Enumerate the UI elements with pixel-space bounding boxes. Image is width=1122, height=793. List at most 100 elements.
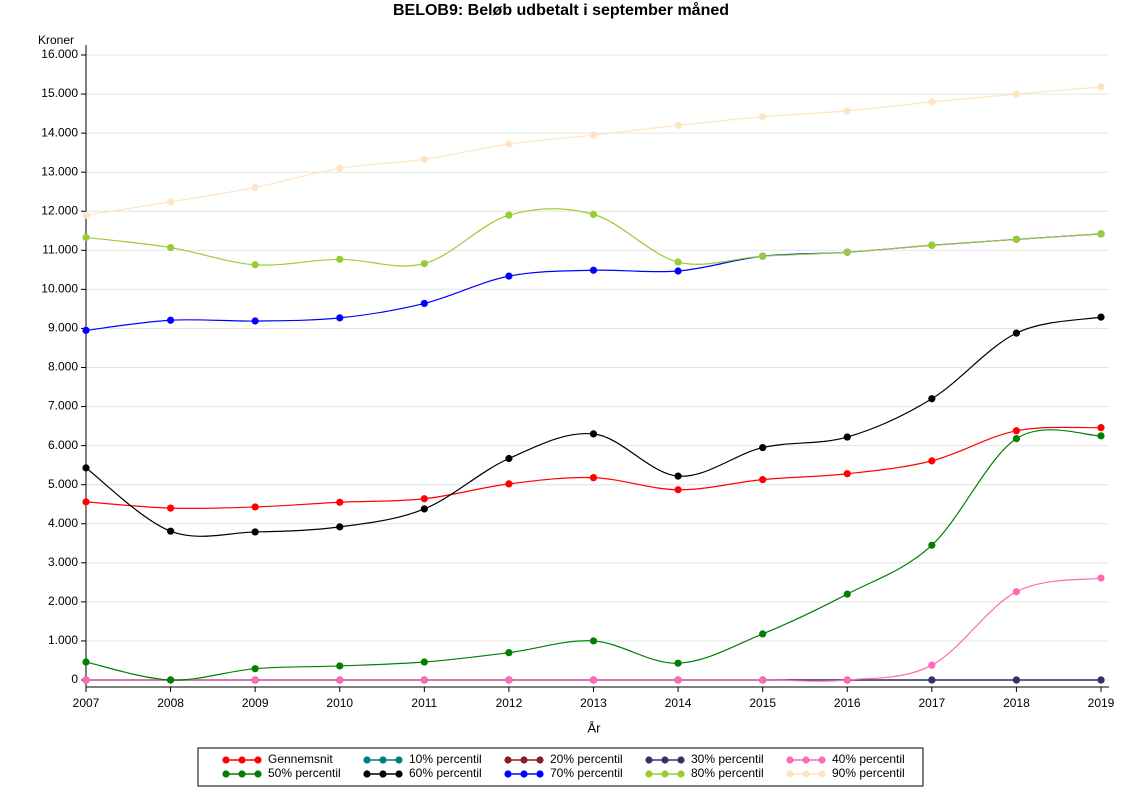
x-tick-label: 2015 xyxy=(749,696,776,710)
data-point xyxy=(674,676,682,684)
x-tick-label: 2011 xyxy=(411,696,437,710)
data-point xyxy=(82,464,90,472)
data-point xyxy=(82,658,90,666)
data-point xyxy=(505,211,513,219)
data-point xyxy=(336,314,344,322)
data-point xyxy=(759,676,767,684)
legend-label: Gennemsnit xyxy=(268,752,333,766)
data-point xyxy=(420,259,428,268)
data-point xyxy=(1012,427,1021,435)
data-point xyxy=(1012,434,1021,443)
legend-marker xyxy=(254,756,262,764)
x-axis-label: År xyxy=(588,720,602,735)
data-point xyxy=(589,474,598,482)
data-point xyxy=(505,272,513,280)
data-point xyxy=(1097,424,1105,432)
legend-marker xyxy=(222,770,230,778)
data-point xyxy=(336,676,344,684)
legend-label: 70% percentil xyxy=(550,766,623,780)
y-tick-label: 8.000 xyxy=(48,360,78,374)
data-point xyxy=(505,649,513,657)
data-point xyxy=(82,233,90,242)
y-tick-label: 15.000 xyxy=(41,86,78,100)
data-point xyxy=(589,210,598,218)
legend-label: 50% percentil xyxy=(268,766,341,780)
data-point xyxy=(166,676,175,684)
data-point xyxy=(674,659,682,667)
legend-marker xyxy=(379,770,387,778)
y-tick-label: 2.000 xyxy=(48,594,78,608)
data-point xyxy=(843,590,851,598)
y-tick-label: 4.000 xyxy=(48,516,78,530)
legend-marker xyxy=(222,756,230,764)
legend-marker xyxy=(786,756,794,764)
data-point xyxy=(505,480,513,488)
legend-box xyxy=(197,747,924,787)
data-point xyxy=(336,523,344,531)
data-point xyxy=(1097,676,1105,684)
data-point xyxy=(420,495,428,503)
data-point xyxy=(674,472,682,480)
data-point xyxy=(251,317,259,325)
series-line xyxy=(85,316,1102,537)
y-tick-label: 9.000 xyxy=(48,321,78,335)
series-line xyxy=(85,233,1102,331)
data-point xyxy=(1012,329,1021,337)
data-point xyxy=(1097,230,1105,238)
x-tick-label: 2012 xyxy=(496,696,523,710)
data-point xyxy=(251,528,259,536)
data-point xyxy=(82,498,90,506)
data-point xyxy=(928,395,936,403)
legend-marker xyxy=(254,770,262,778)
y-tick-label: 0 xyxy=(71,672,78,686)
data-point xyxy=(251,503,259,511)
legend-label: 60% percentil xyxy=(409,766,482,780)
legend-marker xyxy=(661,770,669,778)
data-point xyxy=(166,198,175,206)
data-point xyxy=(336,164,344,172)
data-point xyxy=(928,541,936,549)
legend-marker xyxy=(363,770,371,778)
data-point xyxy=(674,267,682,275)
legend-marker xyxy=(238,770,246,778)
data-point xyxy=(928,661,936,669)
legend-marker xyxy=(536,770,544,778)
legend-marker xyxy=(363,756,371,764)
y-tick-label: 3.000 xyxy=(48,555,78,569)
data-point xyxy=(420,505,428,513)
data-point xyxy=(251,665,259,673)
legend-marker xyxy=(645,770,653,778)
legend-label: 40% percentil xyxy=(832,752,905,766)
y-tick-label: 13.000 xyxy=(41,164,78,178)
data-point xyxy=(420,658,428,666)
y-tick-label: 16.000 xyxy=(41,47,78,61)
data-point xyxy=(843,470,851,478)
x-tick-label: 2019 xyxy=(1088,696,1115,710)
legend-marker xyxy=(786,770,794,778)
data-point xyxy=(166,527,175,535)
data-point xyxy=(589,266,598,274)
y-tick-label: 5.000 xyxy=(48,477,78,491)
data-point xyxy=(759,252,767,260)
chart-title: BELOB9: Beløb udbetalt i september måned xyxy=(393,1,729,19)
data-point xyxy=(251,261,259,269)
legend-label: 90% percentil xyxy=(832,766,905,780)
x-tick-label: 2009 xyxy=(242,696,269,710)
data-point xyxy=(1097,432,1105,440)
data-point xyxy=(759,476,767,484)
data-point xyxy=(1097,313,1105,321)
data-point xyxy=(420,299,428,308)
data-point xyxy=(928,241,936,249)
legend-marker xyxy=(677,756,685,764)
y-axis-label: Kroner xyxy=(38,33,74,47)
legend-marker xyxy=(802,770,810,778)
legend-marker xyxy=(536,756,544,764)
data-point xyxy=(759,443,767,452)
legend-label: 80% percentil xyxy=(691,766,764,780)
data-point xyxy=(82,676,90,684)
data-point xyxy=(505,676,513,684)
legend-marker xyxy=(661,756,669,764)
data-point xyxy=(1012,676,1021,684)
data-point xyxy=(420,155,428,163)
